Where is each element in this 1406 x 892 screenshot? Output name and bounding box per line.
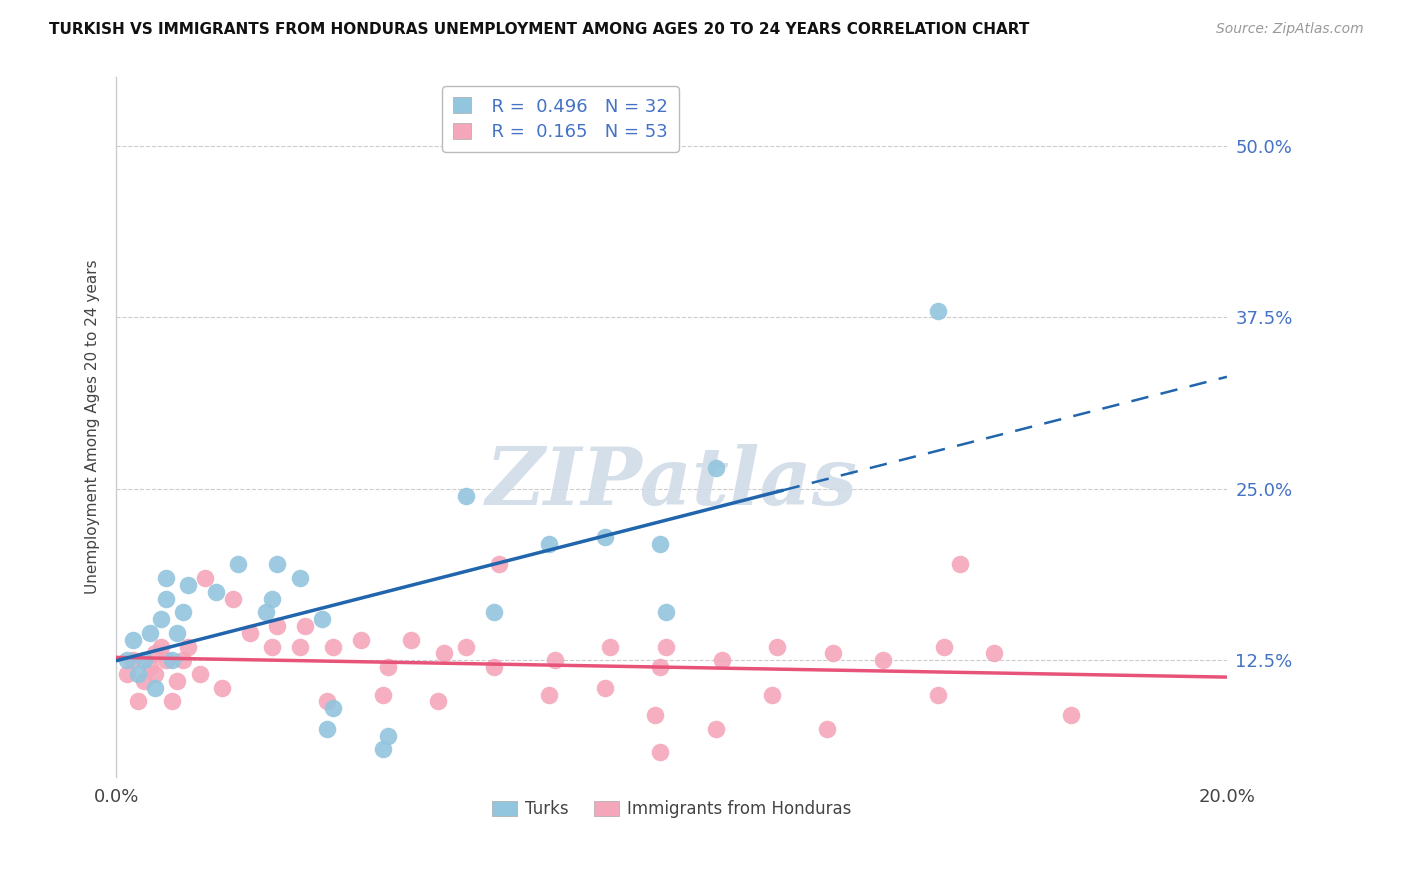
Point: [160, 653, 183, 667]
Point: [288, 571, 311, 585]
Point: [177, 578, 200, 592]
Point: [316, 694, 339, 708]
Point: [172, 653, 194, 667]
Point: [927, 688, 949, 702]
Point: [821, 647, 844, 661]
Point: [710, 653, 733, 667]
Point: [228, 558, 250, 572]
Point: [188, 667, 211, 681]
Point: [538, 537, 561, 551]
Point: [704, 722, 727, 736]
Point: [238, 625, 260, 640]
Point: [122, 653, 145, 667]
Point: [1060, 708, 1083, 723]
Point: [399, 632, 422, 647]
Point: [117, 667, 139, 681]
Point: [266, 619, 288, 633]
Point: [983, 647, 1005, 661]
Point: [488, 558, 510, 572]
Point: [349, 632, 371, 647]
Point: [456, 489, 478, 503]
Point: [172, 605, 194, 619]
Y-axis label: Unemployment Among Ages 20 to 24 years: Unemployment Among Ages 20 to 24 years: [86, 260, 100, 594]
Text: TURKISH VS IMMIGRANTS FROM HONDURAS UNEMPLOYMENT AMONG AGES 20 TO 24 YEARS CORRE: TURKISH VS IMMIGRANTS FROM HONDURAS UNEM…: [49, 22, 1029, 37]
Point: [155, 591, 177, 606]
Point: [205, 584, 228, 599]
Point: [149, 640, 172, 654]
Point: [932, 640, 955, 654]
Point: [593, 681, 616, 695]
Point: [456, 640, 478, 654]
Point: [127, 694, 149, 708]
Point: [316, 722, 339, 736]
Point: [766, 640, 789, 654]
Point: [704, 461, 727, 475]
Point: [482, 660, 505, 674]
Legend: Turks, Immigrants from Honduras: Turks, Immigrants from Honduras: [485, 793, 858, 824]
Point: [377, 660, 399, 674]
Point: [138, 625, 160, 640]
Point: [644, 708, 666, 723]
Point: [482, 605, 505, 619]
Point: [650, 660, 672, 674]
Point: [138, 660, 160, 674]
Point: [143, 647, 166, 661]
Point: [166, 673, 188, 688]
Point: [599, 640, 621, 654]
Point: [222, 591, 245, 606]
Text: Source: ZipAtlas.com: Source: ZipAtlas.com: [1216, 22, 1364, 37]
Point: [288, 640, 311, 654]
Point: [194, 571, 217, 585]
Point: [132, 673, 155, 688]
Point: [311, 612, 333, 626]
Point: [433, 647, 456, 661]
Point: [761, 688, 783, 702]
Point: [815, 722, 838, 736]
Point: [260, 640, 283, 654]
Point: [650, 537, 672, 551]
Point: [427, 694, 450, 708]
Point: [872, 653, 894, 667]
Point: [149, 612, 172, 626]
Point: [655, 640, 678, 654]
Point: [143, 681, 166, 695]
Point: [371, 742, 394, 756]
Text: ZIPatlas: ZIPatlas: [485, 444, 858, 522]
Point: [132, 653, 155, 667]
Point: [927, 303, 949, 318]
Point: [322, 701, 344, 715]
Point: [160, 694, 183, 708]
Point: [254, 605, 277, 619]
Point: [260, 591, 283, 606]
Point: [177, 640, 200, 654]
Point: [544, 653, 567, 667]
Point: [949, 558, 972, 572]
Point: [322, 640, 344, 654]
Point: [143, 667, 166, 681]
Point: [294, 619, 316, 633]
Point: [377, 729, 399, 743]
Point: [155, 653, 177, 667]
Point: [655, 605, 678, 619]
Point: [538, 688, 561, 702]
Point: [593, 530, 616, 544]
Point: [211, 681, 233, 695]
Point: [117, 653, 139, 667]
Point: [166, 625, 188, 640]
Point: [122, 632, 145, 647]
Point: [371, 688, 394, 702]
Point: [155, 571, 177, 585]
Point: [127, 667, 149, 681]
Point: [650, 745, 672, 759]
Point: [266, 558, 288, 572]
